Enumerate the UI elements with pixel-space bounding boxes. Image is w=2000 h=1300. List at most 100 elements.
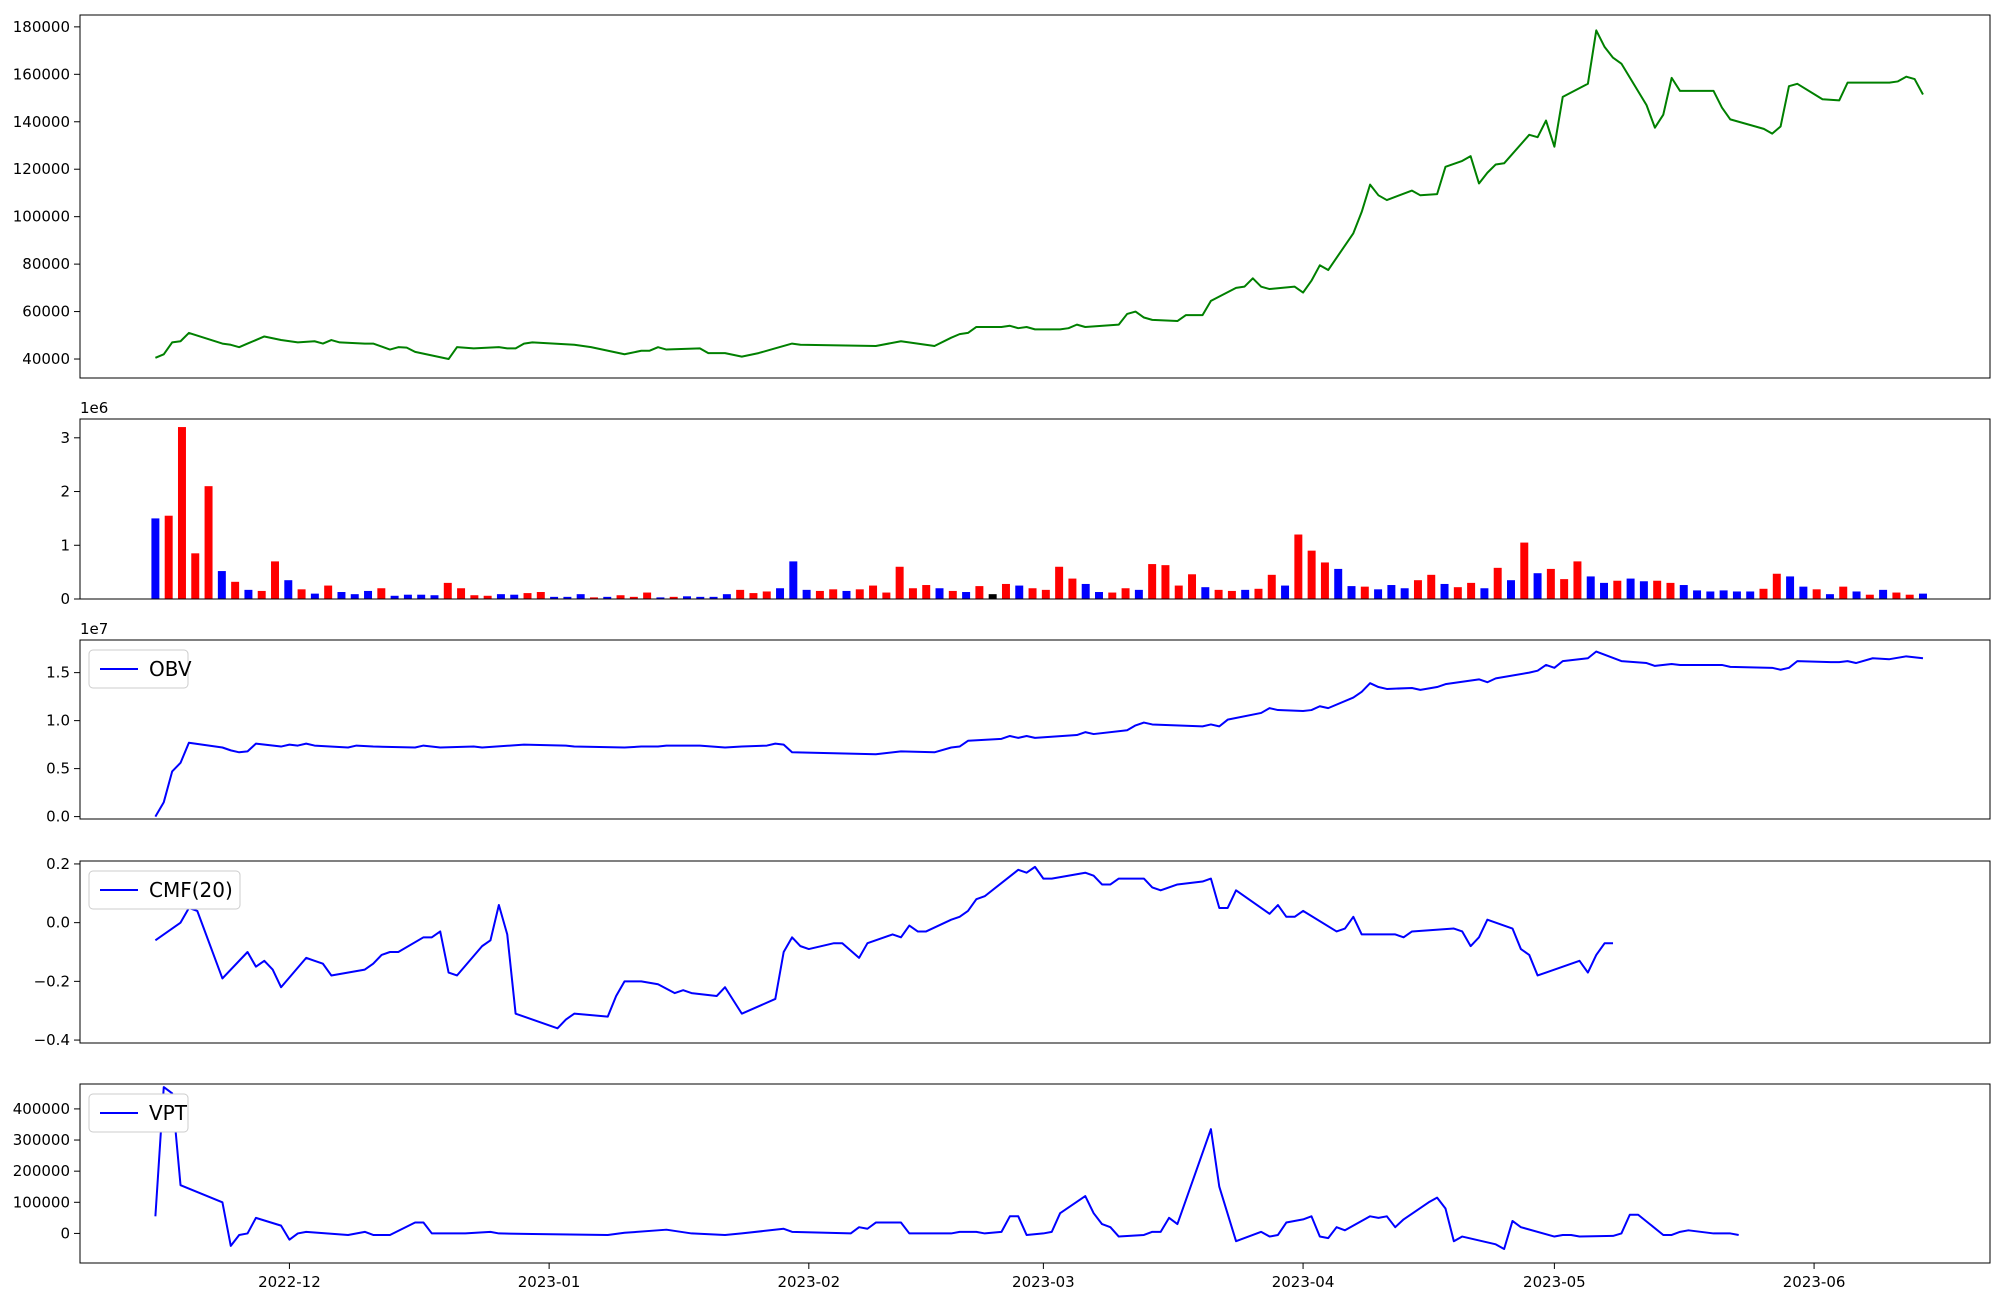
- volume-bar: [1759, 588, 1768, 599]
- x-tick-label: 2023-01: [518, 1273, 581, 1291]
- volume-bar: [310, 593, 319, 599]
- legend-box: [88, 1093, 189, 1133]
- volume-bar: [217, 571, 226, 599]
- volume-bar: [789, 561, 798, 599]
- volume-bar: [1600, 582, 1609, 599]
- y-tick-label: 3: [60, 429, 70, 447]
- volume-bar: [1693, 590, 1702, 599]
- y-tick-label: 300000: [13, 1131, 70, 1149]
- volume-bar: [1413, 580, 1422, 599]
- volume-bar: [350, 594, 359, 599]
- volume-bar: [324, 585, 333, 599]
- volume-bar: [869, 585, 878, 599]
- volume-bar: [1546, 568, 1555, 599]
- volume-bar: [1267, 574, 1276, 599]
- volume-bar: [1639, 581, 1648, 599]
- volume-bar: [1520, 542, 1529, 599]
- volume-bar: [749, 593, 758, 599]
- volume-bar: [1347, 586, 1356, 599]
- volume-bar: [603, 596, 612, 599]
- volume-bar: [1507, 580, 1515, 599]
- y-tick-label: 0.2: [46, 855, 70, 873]
- volume-bar: [948, 590, 957, 599]
- legend-box: [88, 870, 241, 910]
- volume-bar: [1188, 574, 1197, 599]
- volume-bar: [1334, 568, 1343, 599]
- axes-frame: [79, 1083, 1991, 1264]
- obv-panel: 0.0 0.5 1.0 1.5 1e7 OBV: [46, 620, 1991, 826]
- y-tick-label: 1.0: [46, 712, 70, 730]
- volume-bar: [550, 596, 559, 599]
- cmf-panel: −0.4 −0.2 0.0 0.2 CMF(20): [34, 855, 1991, 1049]
- x-tick-label: 2023-04: [1272, 1273, 1335, 1291]
- volume-bar: [1015, 585, 1024, 599]
- y-tick-label: 2: [60, 483, 70, 501]
- volume-bar: [629, 596, 638, 599]
- legend: VPT: [88, 1093, 189, 1133]
- axis-scale-label: 1e6: [80, 399, 108, 417]
- y-tick-label: 0.0: [46, 914, 70, 932]
- volume-bar: [1839, 586, 1848, 599]
- cmf-20--series-line: [154, 865, 1614, 1030]
- vpt-series-line: [154, 1086, 1739, 1250]
- volume-bar: [1055, 566, 1064, 599]
- volume-bar: [430, 595, 439, 599]
- volume-bar: [1573, 561, 1582, 599]
- volume-bar: [736, 589, 745, 599]
- legend-label: OBV: [149, 657, 192, 681]
- volume-bar: [1400, 588, 1409, 599]
- volume-bar: [1706, 591, 1715, 599]
- volume-bar: [1467, 582, 1476, 599]
- volume-bar: [257, 590, 266, 599]
- volume-bar: [536, 592, 545, 599]
- x-tick-label: 2023-06: [1783, 1273, 1846, 1291]
- volume-bar: [1666, 582, 1675, 599]
- volume-bar: [683, 596, 691, 599]
- price-series-line: [154, 29, 1924, 361]
- volume-bar: [669, 596, 678, 599]
- y-tick-label: 180000: [13, 18, 70, 36]
- volume-bar: [177, 427, 186, 599]
- volume-bar: [908, 588, 917, 599]
- volume-panel: 0 1 2 3 1e6: [60, 399, 1991, 608]
- volume-bar: [377, 588, 386, 599]
- y-tick-label: 40000: [22, 350, 70, 368]
- volume-bar: [988, 594, 997, 599]
- volume-bar: [231, 581, 240, 599]
- y-tick-label: 0.0: [46, 808, 70, 826]
- volume-bar: [829, 589, 838, 599]
- obv-series-line: [154, 650, 1924, 818]
- volume-bar: [1732, 591, 1741, 599]
- price-panel: 40000 60000 80000 100000 120000 140000 160000 1…: [13, 14, 1991, 379]
- y-tick-label: 0.5: [46, 760, 70, 778]
- volume-bar: [470, 595, 479, 599]
- y-tick-label: 0: [60, 1224, 70, 1242]
- volume-bar: [709, 596, 718, 599]
- volume-bar: [1387, 585, 1396, 599]
- volume-bar: [1294, 534, 1303, 599]
- volume-bar: [616, 595, 625, 599]
- volume-bar: [1586, 576, 1595, 599]
- volume-bar: [922, 585, 931, 599]
- volume-bar: [417, 594, 426, 599]
- volume-bar: [483, 595, 492, 599]
- volume-bar: [403, 594, 412, 599]
- volume-bar: [523, 593, 532, 599]
- volume-bar: [1852, 591, 1861, 599]
- x-tick-label: 2023-02: [777, 1273, 840, 1291]
- volume-bar: [656, 597, 665, 599]
- volume-bar: [1746, 591, 1755, 599]
- volume-bar: [815, 590, 824, 599]
- axes-frame: [79, 860, 1991, 1044]
- volume-bar: [443, 582, 452, 599]
- volume-bar: [1799, 586, 1808, 599]
- volume-bar: [1892, 592, 1901, 599]
- volume-bar: [1879, 589, 1888, 599]
- volume-bar: [297, 589, 306, 599]
- legend-label: VPT: [149, 1101, 188, 1125]
- volume-bar: [1307, 550, 1316, 599]
- volume-bar: [496, 594, 505, 599]
- volume-bar: [1095, 592, 1103, 599]
- volume-bar: [1453, 587, 1462, 599]
